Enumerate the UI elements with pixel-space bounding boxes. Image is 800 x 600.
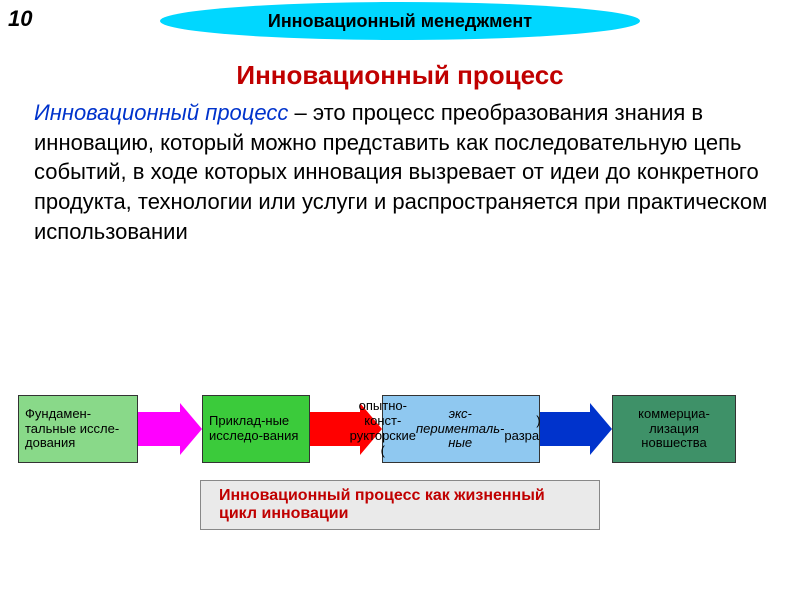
flow-arrow-2	[540, 403, 612, 455]
footer-caption: Инновационный процесс как жизненный цикл…	[200, 480, 600, 530]
header-pill: Инновационный менеджмент	[160, 2, 640, 40]
page-number: 10	[8, 6, 32, 32]
header-text: Инновационный менеджмент	[268, 11, 532, 32]
definition-paragraph: Инновационный процесс – это процесс прео…	[34, 98, 770, 246]
process-flow: Фундамен-тальные иссле-дования Приклад-ны…	[18, 388, 790, 470]
main-title: Инновационный процесс	[0, 60, 800, 91]
flow-arrow-0	[138, 403, 202, 455]
flow-box-3: коммерциа-лизация новшества	[612, 395, 736, 463]
flow-box-2: опытно-конст-рукторские (экс-перименталь…	[382, 395, 540, 463]
flow-box-0: Фундамен-тальные иссле-дования	[18, 395, 138, 463]
definition-term: Инновационный процесс	[34, 100, 288, 125]
flow-box-1: Приклад-ные исследо-вания	[202, 395, 310, 463]
